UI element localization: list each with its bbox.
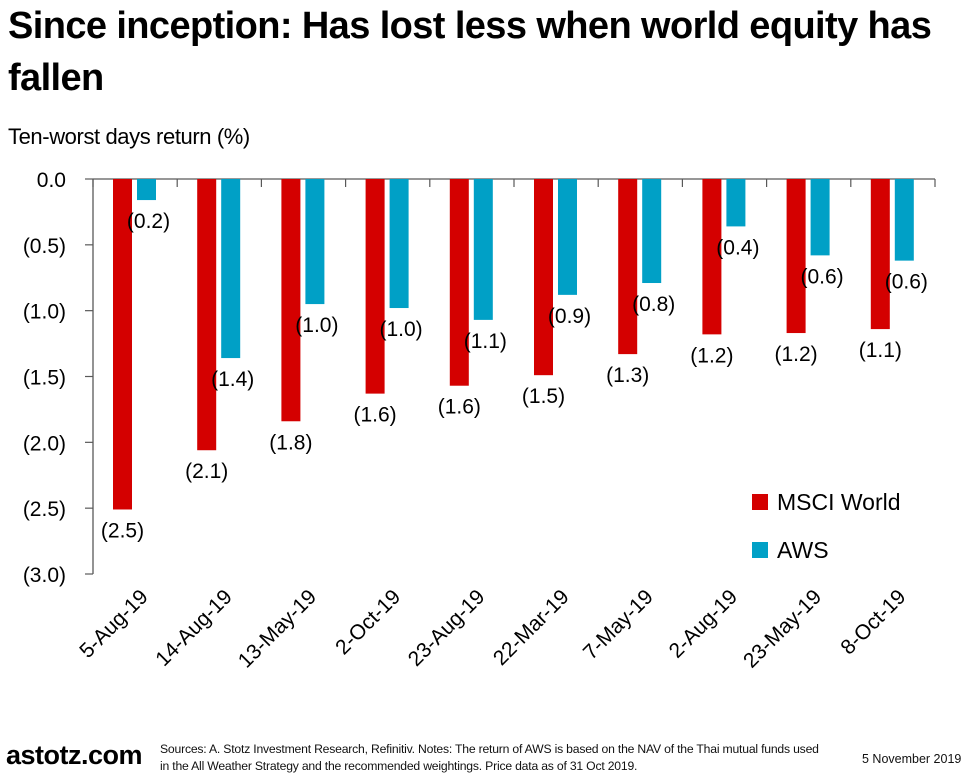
y-tick-labels: 0.0 (0.5) (1.0) (1.5) (2.0) (2.5) (3.0) (23, 169, 66, 587)
msci-world-bar (534, 179, 553, 376)
x-tick-label: 23-May-19 (739, 585, 826, 672)
chart-subtitle: Ten-worst days return (%) (8, 124, 250, 149)
aws-bar (894, 179, 914, 261)
aws-data-label: (0.6) (801, 265, 844, 288)
msci-world-bar (870, 179, 890, 330)
msci-world-data-label: (2.5) (101, 519, 144, 542)
msci-world-bar (365, 179, 385, 394)
aws-data-label: (0.8) (632, 293, 675, 316)
msci-world-data-label: (1.5) (522, 385, 565, 408)
x-tick-label: 14-Aug-19 (151, 585, 237, 671)
x-tick-label: 2-Aug-19 (665, 585, 742, 662)
msci-world-bar (618, 179, 638, 355)
msci-world-data-label: (1.6) (354, 404, 397, 427)
aws-data-label: (1.0) (380, 318, 423, 341)
msci-world-bar (113, 179, 132, 510)
aws-bar (137, 179, 156, 201)
msci-world-data-label: (1.1) (859, 339, 902, 362)
aws-data-label: (1.4) (211, 368, 254, 391)
x-tick-label: 23-Aug-19 (404, 585, 490, 671)
data-labels: (2.5) (2.1) (1.8) (1.6) (1.6) (1.5) (1.3) (1.2)… (101, 210, 928, 542)
msci-world-bar (281, 179, 301, 422)
msci-world-bar (197, 179, 217, 451)
aws-bar (389, 179, 409, 309)
legend-swatch-aws (752, 542, 768, 558)
msci-world-bar (786, 179, 806, 334)
aws-bar (305, 179, 325, 305)
y-tick-label: (2.0) (23, 432, 66, 455)
bar-chart: (2.5) (2.1) (1.8) (1.6) (1.6) (1.5) (1.3) (1.2)… (23, 169, 936, 673)
aws-bar (642, 179, 662, 284)
y-tick-label: 0.0 (37, 169, 66, 192)
x-tick-label: 7-May-19 (579, 585, 658, 664)
legend: MSCI World AWS (752, 489, 901, 563)
y-tick-label: (3.0) (23, 564, 66, 587)
aws-bar (726, 179, 746, 227)
msci-world-data-label: (1.6) (438, 396, 481, 419)
logo: astotz.com (6, 740, 143, 770)
msci-world-bar (449, 179, 469, 386)
msci-world-data-label: (1.3) (606, 364, 649, 387)
publish-date: 5 November 2019 (862, 752, 962, 766)
aws-bar (810, 179, 830, 256)
msci-world-data-label: (2.1) (185, 460, 228, 483)
aws-data-label: (1.1) (464, 330, 507, 353)
aws-bar (221, 179, 241, 359)
y-tick-label: (2.5) (23, 498, 66, 521)
y-tick-label: (1.5) (23, 367, 66, 390)
source-notes: Sources: A. Stotz Investment Research, R… (160, 742, 819, 773)
aws-data-label: (0.2) (127, 210, 170, 233)
msci-world-data-label: (1.2) (690, 344, 733, 367)
legend-swatch-msci-world (752, 494, 768, 510)
chart-title: Since inception: Has lost less when worl… (8, 5, 932, 99)
x-tick-label: 2-Oct-19 (331, 585, 405, 659)
aws-data-label: (0.9) (548, 305, 591, 328)
legend-label-msci-world: MSCI World (777, 489, 901, 515)
legend-label-aws: AWS (777, 537, 829, 563)
aws-data-label: (0.6) (885, 271, 928, 294)
aws-data-label: (1.0) (295, 314, 338, 337)
aws-bar (558, 179, 577, 295)
bars (113, 179, 914, 510)
x-tick-label: 5-Aug-19 (75, 585, 152, 662)
y-tick-label: (1.0) (23, 301, 66, 324)
x-tick-label: 13-May-19 (234, 585, 321, 672)
aws-data-label: (0.4) (716, 236, 759, 259)
aws-bar (473, 179, 493, 320)
x-tick-label: 8-Oct-19 (836, 585, 910, 659)
x-tick-label: 22-Mar-19 (489, 585, 574, 670)
msci-world-data-label: (1.2) (775, 343, 818, 366)
msci-world-bar (702, 179, 722, 335)
msci-world-data-label: (1.8) (269, 431, 312, 454)
y-tick-label: (0.5) (23, 235, 66, 258)
